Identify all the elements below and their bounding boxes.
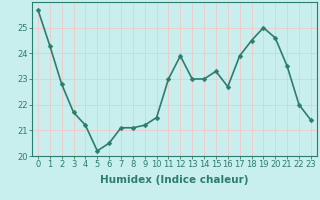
X-axis label: Humidex (Indice chaleur): Humidex (Indice chaleur) [100, 175, 249, 185]
